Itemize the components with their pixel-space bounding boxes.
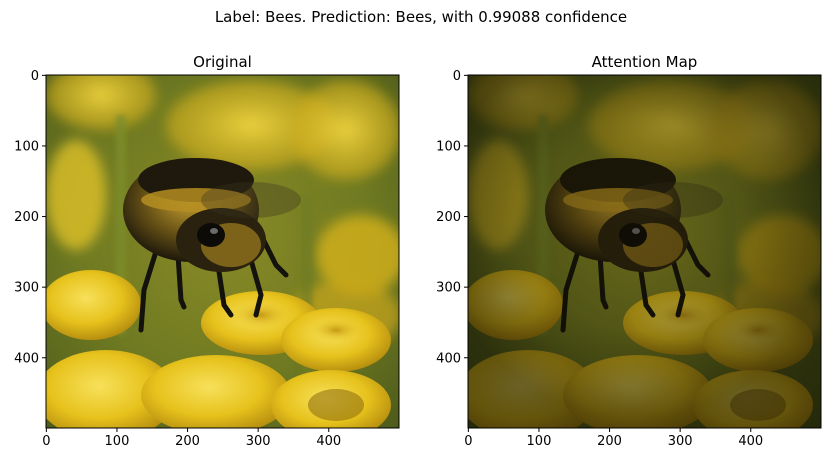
original-ytick-label: 400 [14,351,39,366]
attention-ytick-label: 200 [436,210,461,225]
panel-original-title: Original [193,53,252,71]
original-xtick-label: 0 [42,434,50,449]
original-image [36,60,406,440]
attention-ytick-label: 100 [436,139,461,154]
attention-xtick-label: 100 [527,434,552,449]
attention-ytick-label: 0 [453,69,461,84]
figure-suptitle: Label: Bees. Prediction: Bees, with 0.99… [215,8,627,26]
original-ytick-label: 100 [14,139,39,154]
attention-xtick-label: 200 [597,434,622,449]
original-xtick-label: 300 [246,434,271,449]
original-xtick-label: 200 [175,434,200,449]
original-ytick-label: 300 [14,281,39,296]
attention-image [468,75,821,428]
panel-attention-title: Attention Map [592,53,698,71]
original-xtick-label: 100 [105,434,130,449]
panel-original: Original 0 100 200 300 400 0 100 200 300 400 [14,53,406,449]
original-ytick-label: 0 [31,69,39,84]
attention-xtick-label: 400 [738,434,763,449]
attention-xtick-label: 300 [668,434,693,449]
original-xtick-label: 400 [316,434,341,449]
attention-xtick-label: 0 [464,434,472,449]
attention-ytick-label: 300 [436,281,461,296]
panel-attention-frame [467,74,822,429]
panel-original-frame [45,74,400,429]
panel-attention: Attention Map 0 100 200 300 400 0 100 200 300 400 [436,53,822,449]
original-ytick-label: 200 [14,210,39,225]
attention-ytick-label: 400 [436,351,461,366]
panel-attention-axes: 0 100 200 300 400 0 100 200 300 400 [436,69,763,449]
panel-original-axes: 0 100 200 300 400 0 100 200 300 400 [14,69,341,449]
